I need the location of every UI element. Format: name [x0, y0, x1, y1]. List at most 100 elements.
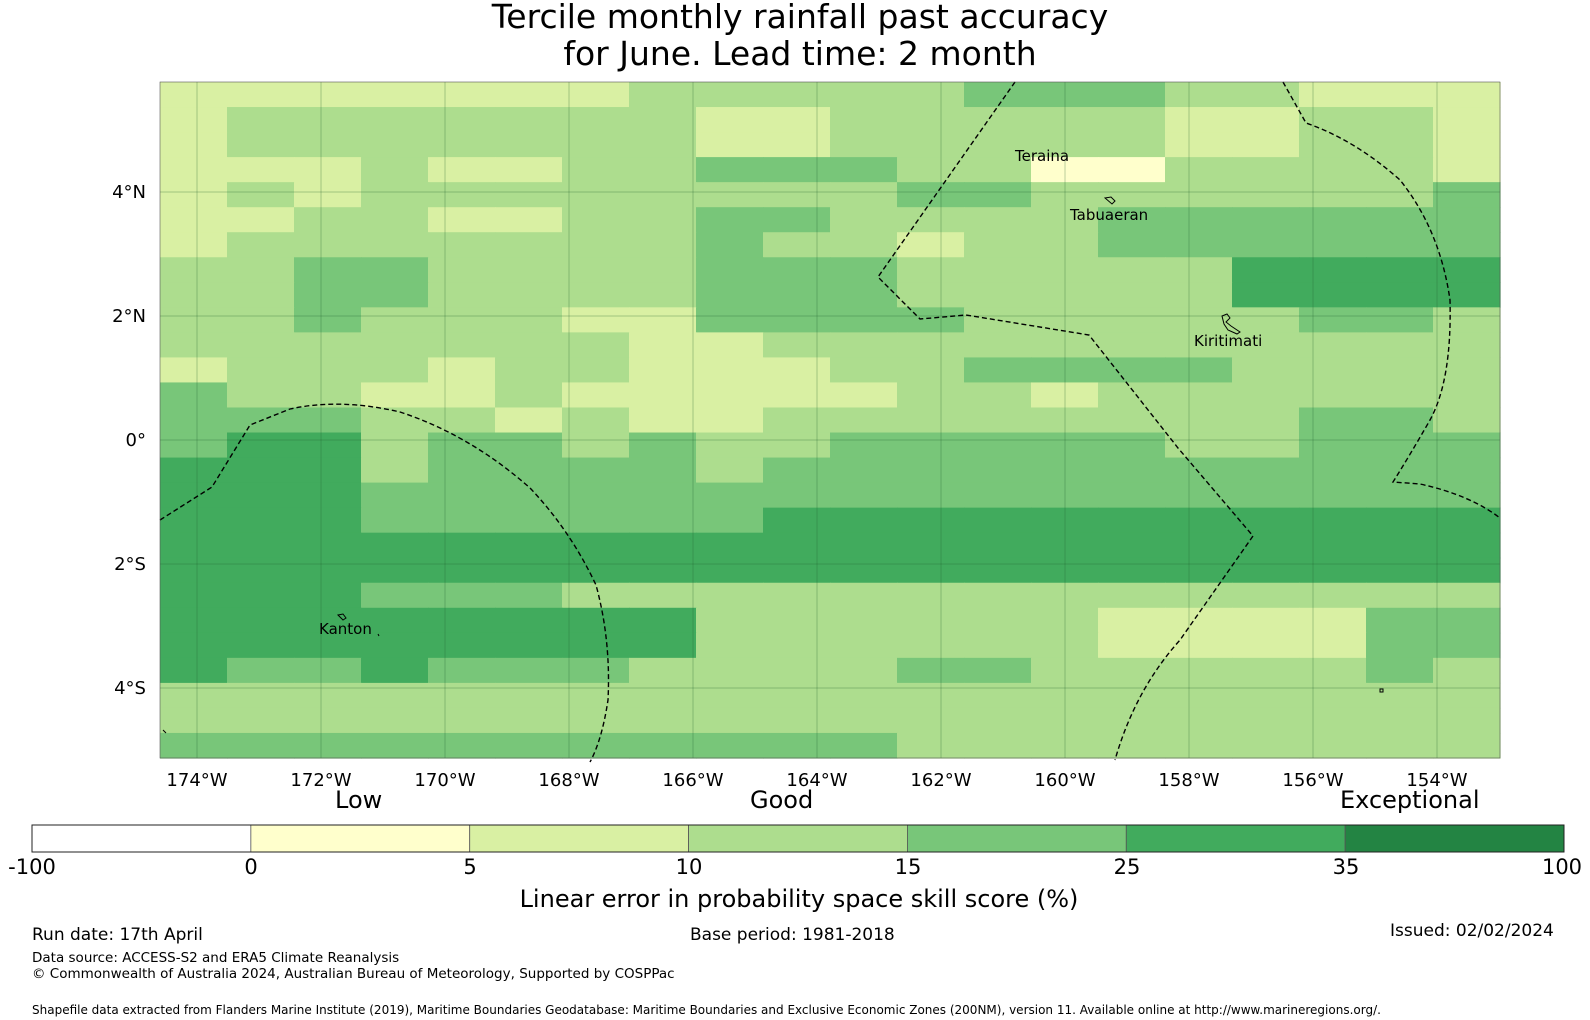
grid-cell — [830, 232, 898, 258]
grid-cell — [1098, 457, 1166, 484]
grid-cell — [897, 507, 965, 534]
grid-cell — [1299, 232, 1367, 258]
grid-cell — [1232, 657, 1300, 684]
grid-cell — [562, 182, 630, 208]
grid-cell — [562, 632, 630, 659]
grid-cell — [1299, 307, 1367, 333]
grid-cell — [227, 357, 295, 384]
grid-cell — [696, 707, 764, 734]
grid-cell — [830, 132, 898, 158]
grid-cell — [1366, 682, 1434, 709]
grid-cell — [495, 582, 563, 609]
grid-cell — [160, 232, 228, 258]
grid-cell — [1299, 607, 1367, 634]
grid-cell — [897, 607, 965, 634]
grid-cell — [1232, 457, 1300, 484]
grid-cell — [1433, 307, 1501, 333]
grid-cell — [562, 82, 630, 108]
grid-cell — [696, 682, 764, 709]
grid-cell — [763, 682, 831, 709]
grid-cell — [964, 282, 1032, 308]
grid-cell — [562, 357, 630, 384]
grid-cell — [160, 332, 228, 359]
issued-date: Issued: 02/02/2024 — [1390, 921, 1554, 941]
grid-cell — [227, 707, 295, 734]
grid-cell — [160, 307, 228, 333]
grid-cell — [1366, 82, 1434, 108]
grid-cell — [1299, 582, 1367, 609]
grid-cell — [964, 182, 1032, 208]
grid-cell — [1433, 432, 1501, 459]
x-tick-label: 172°W — [290, 770, 351, 791]
grid-cell — [830, 457, 898, 484]
grid-cell — [227, 332, 295, 359]
grid-cell — [763, 582, 831, 609]
skill-grid — [160, 82, 1501, 759]
grid-cell — [361, 107, 429, 133]
grid-cell — [294, 457, 362, 484]
x-tick-label: 156°W — [1282, 770, 1343, 791]
grid-cell — [1366, 107, 1434, 133]
grid-cell — [361, 282, 429, 308]
grid-cell — [1366, 582, 1434, 609]
grid-cell — [562, 407, 630, 434]
grid-cell — [1433, 207, 1501, 233]
grid-cell — [1433, 507, 1501, 534]
grid-cell — [1165, 132, 1233, 158]
grid-cell — [1232, 407, 1300, 434]
grid-cell — [227, 382, 295, 409]
grid-cell — [495, 207, 563, 233]
grid-cell — [763, 382, 831, 409]
grid-cell — [1098, 307, 1166, 333]
grid-cell — [964, 357, 1032, 384]
eez-boundary-line-east — [1282, 81, 1501, 519]
grid-cell — [1165, 357, 1233, 384]
grid-cell — [428, 507, 496, 534]
category-label-low: Low — [335, 786, 383, 814]
grid-cell — [1366, 357, 1434, 384]
grid-cell — [160, 257, 228, 283]
grid-cell — [1299, 682, 1367, 709]
grid-cell — [696, 82, 764, 108]
grid-cell — [897, 482, 965, 509]
grid-cell — [562, 232, 630, 258]
x-tick-label: 164°W — [786, 770, 847, 791]
grid-cell — [160, 357, 228, 384]
grid-cell — [1232, 307, 1300, 333]
grid-cell — [1232, 157, 1300, 183]
grid-cell — [562, 432, 630, 459]
grid-cell — [897, 557, 965, 584]
grid-cell — [227, 632, 295, 659]
grid-cell — [495, 257, 563, 283]
grid-cell — [763, 607, 831, 634]
grid-cell — [562, 382, 630, 409]
grid-cell — [160, 682, 228, 709]
grid-cell — [1098, 107, 1166, 133]
grid-cell — [361, 432, 429, 459]
grid-cell — [428, 357, 496, 384]
grid-cell — [830, 682, 898, 709]
grid-cell — [629, 582, 697, 609]
grid-cell — [562, 157, 630, 183]
grid-cell — [495, 132, 563, 158]
grid-cell — [830, 82, 898, 108]
grid-cell — [428, 257, 496, 283]
grid-cell — [629, 607, 697, 634]
grid-cell — [227, 182, 295, 208]
grid-cell — [1232, 532, 1300, 559]
grid-cell — [629, 382, 697, 409]
grid-cell — [830, 182, 898, 208]
colorbar-segment — [250, 824, 471, 853]
grid-cell — [294, 707, 362, 734]
grid-cell — [897, 632, 965, 659]
grid-cell — [763, 657, 831, 684]
grid-cell — [629, 307, 697, 333]
grid-cell — [495, 407, 563, 434]
grid-cell — [629, 407, 697, 434]
grid-cell — [495, 532, 563, 559]
grid-cell — [562, 557, 630, 584]
grid-cell — [294, 607, 362, 634]
grid-cell — [428, 132, 496, 158]
grid-cell — [696, 657, 764, 684]
grid-cell — [1433, 82, 1501, 108]
